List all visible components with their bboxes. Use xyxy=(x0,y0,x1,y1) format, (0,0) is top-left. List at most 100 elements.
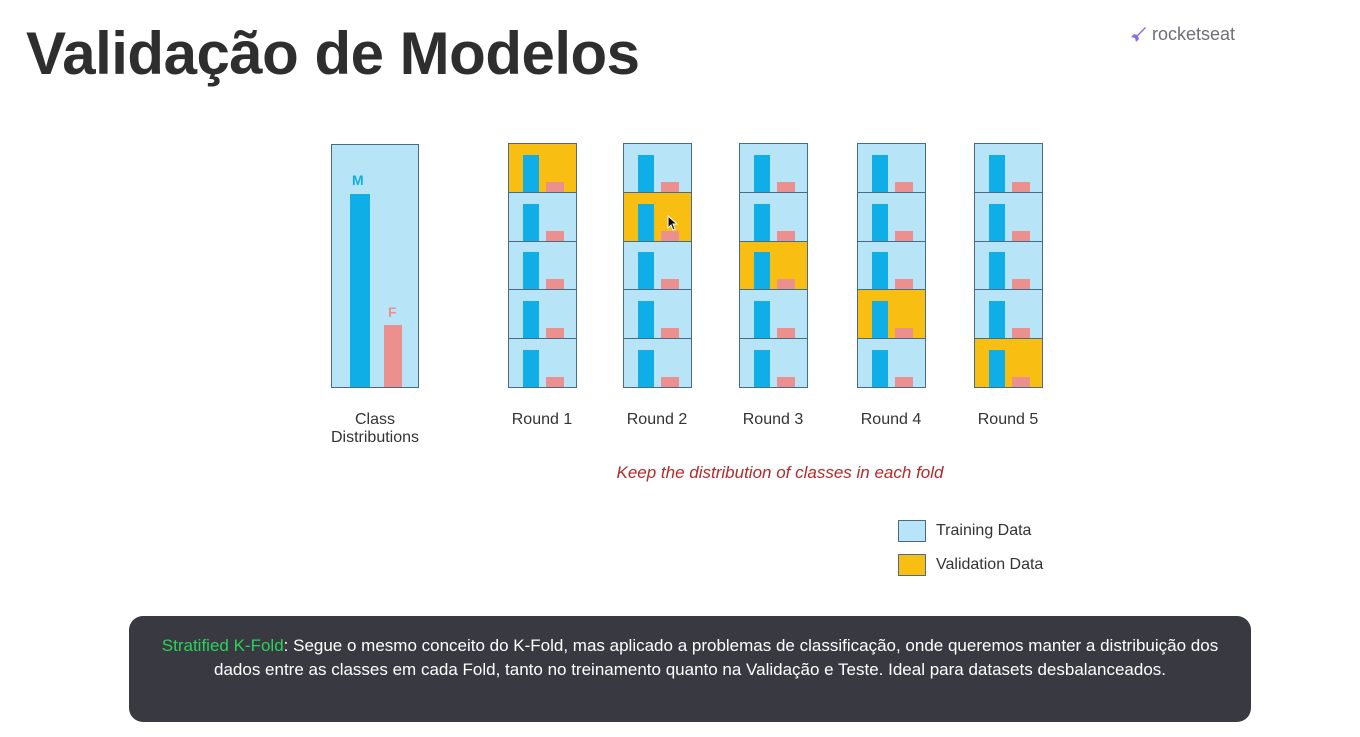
fold-class-m-bar xyxy=(872,252,888,290)
rocketseat-logo: rocketseat xyxy=(1128,24,1235,45)
round-5-column xyxy=(974,143,1043,388)
class-distributions-label: Class Distributions xyxy=(330,411,420,446)
fold-class-m-bar xyxy=(872,349,888,387)
fold-class-m-bar xyxy=(523,154,539,192)
fold-class-m-bar xyxy=(523,349,539,387)
fold-class-f-bar xyxy=(546,376,564,387)
training-fold xyxy=(740,339,807,387)
training-fold xyxy=(740,290,807,340)
fold-class-f-bar xyxy=(895,376,913,387)
class-distribution-box: M F xyxy=(331,144,419,388)
fold-class-f-bar xyxy=(895,181,913,192)
class-f-bar xyxy=(384,325,402,387)
class-m-bar xyxy=(350,194,370,387)
fold-class-f-bar xyxy=(1012,230,1030,241)
training-fold xyxy=(858,241,925,291)
fold-class-m-bar xyxy=(754,252,770,290)
round-4-column xyxy=(857,143,926,388)
validation-fold xyxy=(740,241,807,291)
class-m-label: M xyxy=(352,172,364,188)
diagram-caption: Keep the distribution of classes in each… xyxy=(616,463,944,482)
fold-class-m-bar xyxy=(638,154,654,192)
fold-class-m-bar xyxy=(989,301,1005,339)
fold-class-m-bar xyxy=(872,203,888,241)
fold-class-m-bar xyxy=(989,349,1005,387)
fold-class-f-bar xyxy=(895,279,913,290)
fold-class-m-bar xyxy=(523,203,539,241)
training-fold xyxy=(975,241,1042,291)
round-3-column xyxy=(739,143,808,388)
fold-class-f-bar xyxy=(777,230,795,241)
training-fold xyxy=(624,339,691,387)
fold-class-f-bar xyxy=(1012,328,1030,339)
fold-class-m-bar xyxy=(872,301,888,339)
training-fold xyxy=(975,290,1042,340)
fold-class-m-bar xyxy=(989,154,1005,192)
validation-fold xyxy=(858,290,925,340)
subtitle-caption-box: Stratified K-Fold: Segue o mesmo conceit… xyxy=(129,616,1251,722)
fold-class-m-bar xyxy=(523,252,539,290)
fold-class-m-bar xyxy=(638,349,654,387)
training-fold xyxy=(624,290,691,340)
fold-class-f-bar xyxy=(546,181,564,192)
fold-class-f-bar xyxy=(546,328,564,339)
fold-class-f-bar xyxy=(777,328,795,339)
fold-class-f-bar xyxy=(546,279,564,290)
training-fold xyxy=(624,144,691,193)
validation-fold xyxy=(509,144,576,193)
fold-class-f-bar xyxy=(777,279,795,290)
training-fold xyxy=(975,144,1042,193)
round-2-column xyxy=(623,143,692,388)
validation-fold xyxy=(624,192,691,242)
fold-class-f-bar xyxy=(661,376,679,387)
fold-class-f-bar xyxy=(777,181,795,192)
brand-name: rocketseat xyxy=(1152,24,1236,44)
fold-class-f-bar xyxy=(661,328,679,339)
slide-title: Validação de Modelos xyxy=(26,20,640,87)
fold-class-m-bar xyxy=(638,252,654,290)
mouse-cursor-icon xyxy=(667,215,679,231)
fold-class-f-bar xyxy=(546,230,564,241)
fold-class-m-bar xyxy=(754,349,770,387)
class-f-label: F xyxy=(388,304,397,320)
fold-class-m-bar xyxy=(638,203,654,241)
round-1-label: Round 1 xyxy=(511,411,573,428)
fold-class-f-bar xyxy=(777,376,795,387)
fold-class-m-bar xyxy=(754,154,770,192)
fold-class-m-bar xyxy=(638,301,654,339)
training-fold xyxy=(975,192,1042,242)
training-fold xyxy=(509,339,576,387)
training-fold xyxy=(509,192,576,242)
subtitle-text: : Segue o mesmo conceito do K-Fold, mas … xyxy=(214,636,1219,679)
subtitle-highlight: Stratified K-Fold xyxy=(161,636,284,655)
legend-validation: Validation Data xyxy=(898,554,1043,576)
fold-class-m-bar xyxy=(754,203,770,241)
training-fold xyxy=(858,192,925,242)
round-3-label: Round 3 xyxy=(742,411,804,428)
fold-class-f-bar xyxy=(661,181,679,192)
round-2-label: Round 2 xyxy=(626,411,688,428)
fold-class-f-bar xyxy=(895,230,913,241)
round-4-label: Round 4 xyxy=(860,411,922,428)
legend-training-swatch xyxy=(898,520,926,542)
fold-class-f-bar xyxy=(1012,376,1030,387)
training-fold xyxy=(509,241,576,291)
round-5-label: Round 5 xyxy=(977,411,1039,428)
fold-class-f-bar xyxy=(1012,279,1030,290)
fold-class-f-bar xyxy=(661,230,679,241)
rocket-icon xyxy=(1131,26,1146,42)
fold-class-m-bar xyxy=(754,301,770,339)
validation-fold xyxy=(975,339,1042,387)
legend-validation-swatch xyxy=(898,554,926,576)
fold-class-m-bar xyxy=(872,154,888,192)
fold-class-f-bar xyxy=(895,328,913,339)
training-fold xyxy=(509,290,576,340)
legend-validation-label: Validation Data xyxy=(936,556,1044,573)
fold-class-f-bar xyxy=(661,279,679,290)
fold-class-f-bar xyxy=(1012,181,1030,192)
fold-class-m-bar xyxy=(523,301,539,339)
round-1-column xyxy=(508,143,577,388)
training-fold xyxy=(858,339,925,387)
training-fold xyxy=(624,241,691,291)
training-fold xyxy=(740,192,807,242)
